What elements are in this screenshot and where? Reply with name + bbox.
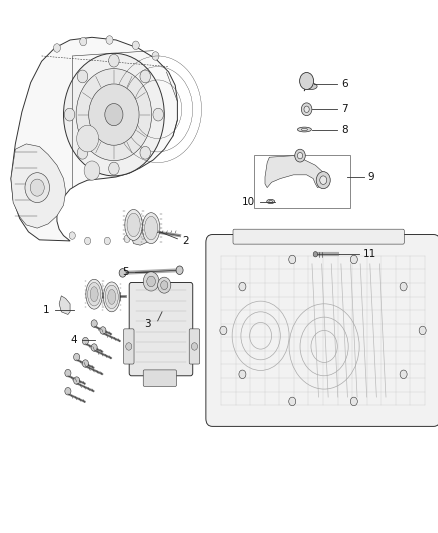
Circle shape (220, 326, 227, 335)
Polygon shape (11, 144, 66, 228)
Circle shape (74, 377, 80, 384)
Circle shape (400, 282, 407, 291)
Text: 3: 3 (145, 319, 151, 329)
Ellipse shape (267, 199, 275, 204)
Circle shape (295, 149, 305, 162)
Circle shape (158, 277, 171, 293)
Circle shape (69, 232, 75, 239)
Circle shape (289, 397, 296, 406)
Circle shape (85, 237, 91, 245)
Bar (254, 155, 350, 208)
Circle shape (84, 161, 100, 180)
FancyBboxPatch shape (189, 329, 200, 364)
Ellipse shape (108, 289, 116, 304)
Ellipse shape (301, 128, 307, 131)
Text: 6: 6 (341, 79, 347, 88)
Ellipse shape (145, 216, 158, 240)
Ellipse shape (88, 282, 101, 306)
Circle shape (124, 235, 130, 243)
Ellipse shape (105, 285, 118, 309)
Circle shape (100, 327, 106, 334)
Circle shape (132, 41, 139, 50)
Ellipse shape (125, 209, 142, 240)
Circle shape (30, 179, 44, 196)
Circle shape (74, 353, 80, 361)
Text: 9: 9 (367, 172, 374, 182)
Polygon shape (11, 37, 177, 241)
Circle shape (313, 252, 318, 257)
FancyBboxPatch shape (206, 235, 438, 426)
Ellipse shape (297, 127, 311, 132)
Circle shape (91, 344, 97, 351)
Circle shape (191, 343, 198, 350)
FancyBboxPatch shape (124, 329, 134, 364)
Circle shape (289, 255, 296, 264)
Circle shape (140, 147, 151, 159)
FancyBboxPatch shape (129, 282, 193, 376)
Circle shape (419, 326, 426, 335)
Text: 2: 2 (182, 236, 188, 246)
Circle shape (153, 108, 163, 121)
Circle shape (109, 162, 119, 175)
Circle shape (304, 106, 309, 112)
Circle shape (88, 84, 139, 145)
Text: 1: 1 (43, 305, 49, 315)
Text: 8: 8 (341, 125, 347, 134)
Ellipse shape (127, 213, 140, 237)
Ellipse shape (90, 287, 98, 302)
Circle shape (316, 172, 330, 189)
Circle shape (82, 360, 88, 367)
Circle shape (176, 266, 183, 274)
Circle shape (297, 152, 303, 159)
Circle shape (65, 369, 71, 377)
Circle shape (350, 255, 357, 264)
Circle shape (320, 176, 327, 184)
Circle shape (104, 237, 110, 245)
Text: 4: 4 (70, 335, 77, 345)
Circle shape (105, 103, 123, 126)
Circle shape (91, 320, 97, 327)
Ellipse shape (305, 83, 317, 90)
Circle shape (147, 276, 155, 287)
Circle shape (119, 269, 126, 277)
Circle shape (109, 54, 119, 67)
Ellipse shape (269, 200, 272, 203)
Circle shape (350, 397, 357, 406)
Text: 11: 11 (363, 249, 376, 259)
Circle shape (106, 36, 113, 44)
Circle shape (25, 173, 49, 203)
Circle shape (77, 125, 99, 152)
Circle shape (77, 70, 88, 83)
Circle shape (65, 387, 71, 395)
Polygon shape (131, 229, 151, 245)
Ellipse shape (86, 279, 102, 309)
Circle shape (400, 370, 407, 378)
Circle shape (77, 147, 88, 159)
FancyBboxPatch shape (143, 370, 177, 386)
Circle shape (300, 72, 314, 90)
Circle shape (161, 281, 168, 289)
Circle shape (82, 337, 88, 345)
Circle shape (239, 370, 246, 378)
Ellipse shape (142, 213, 160, 244)
Circle shape (64, 53, 164, 176)
Circle shape (301, 103, 312, 116)
Circle shape (152, 52, 159, 60)
Circle shape (64, 108, 75, 121)
Text: 7: 7 (341, 104, 347, 114)
Circle shape (126, 343, 132, 350)
Polygon shape (59, 296, 70, 314)
Circle shape (140, 70, 151, 83)
Polygon shape (265, 156, 326, 188)
Circle shape (80, 37, 87, 46)
Circle shape (76, 69, 152, 160)
FancyBboxPatch shape (233, 229, 404, 244)
Ellipse shape (103, 282, 120, 312)
Circle shape (143, 272, 159, 291)
Text: 5: 5 (123, 267, 129, 277)
Circle shape (239, 282, 246, 291)
Circle shape (141, 230, 148, 237)
Text: 10: 10 (242, 197, 255, 207)
Circle shape (53, 44, 60, 52)
